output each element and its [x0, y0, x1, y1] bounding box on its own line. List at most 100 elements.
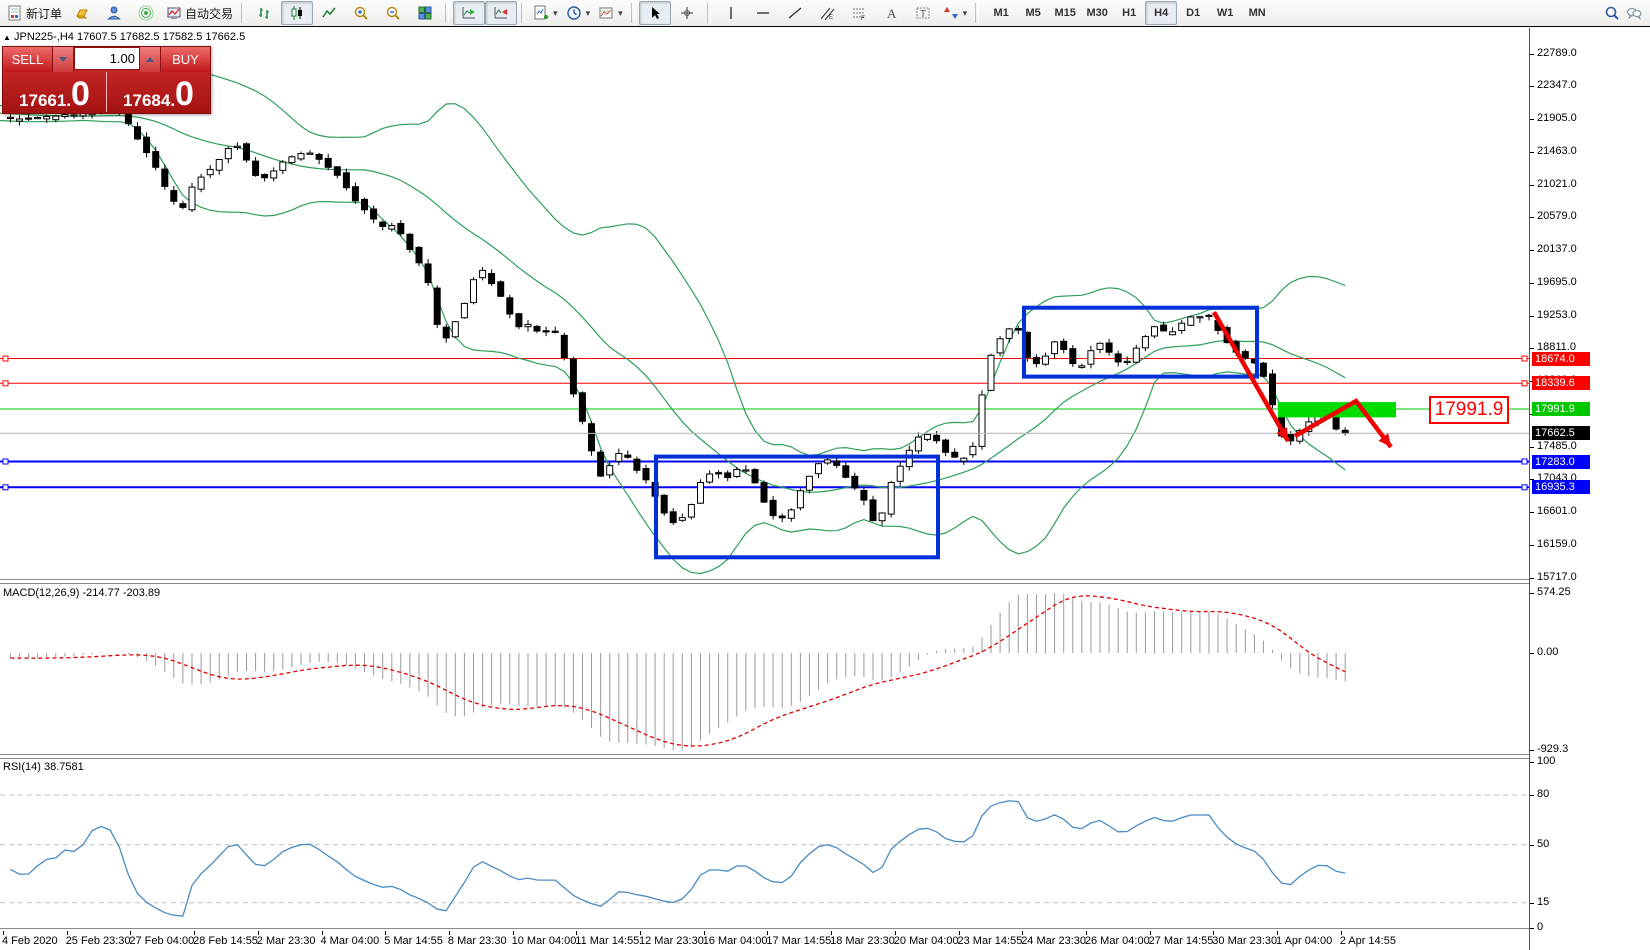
- autotrading-button[interactable]: 自动交易: [162, 1, 237, 25]
- trend-arrow-2[interactable]: [1293, 398, 1393, 449]
- trend-arrow-1[interactable]: [1212, 310, 1290, 443]
- text-label-button[interactable]: T: [907, 1, 939, 25]
- candle-body: [342, 172, 350, 189]
- chart-shift-icon: [493, 5, 509, 21]
- timeframe-mn-button[interactable]: MN: [1248, 7, 1266, 19]
- periods-button[interactable]: ▾: [562, 1, 595, 25]
- timeframe-m5-button[interactable]: M5: [1025, 7, 1041, 19]
- candle-body: [706, 473, 714, 483]
- axis-tick: [1530, 795, 1534, 797]
- new-order-button[interactable]: 新订单: [3, 1, 66, 25]
- timeframe-m15-button[interactable]: M15: [1054, 7, 1076, 19]
- price-axis[interactable]: 22789.0 22347.0 21905.0 21463.0 21021.0 20579…: [1530, 28, 1650, 950]
- candlestick-chart-button[interactable]: [281, 1, 314, 25]
- bollinger-middle-band: [0, 112, 1346, 493]
- sell-price[interactable]: 17661. 0: [3, 72, 106, 112]
- consolidation-rectangle-1[interactable]: [654, 454, 940, 560]
- chat-icon[interactable]: [1626, 5, 1642, 21]
- line-anchor[interactable]: [2, 380, 9, 387]
- trade-panel-prices: 17661. 0 17684. 0: [3, 72, 210, 112]
- clock-icon: [566, 5, 582, 21]
- text-button[interactable]: A: [875, 1, 907, 25]
- time-axis[interactable]: 4 Feb 2020 25 Feb 23:30 27 Feb 04:00 28 Feb…: [0, 931, 1529, 950]
- line-anchor[interactable]: [1521, 380, 1528, 387]
- channel-button[interactable]: E: [811, 1, 843, 25]
- horizontal-line-button[interactable]: [747, 1, 779, 25]
- sell-button[interactable]: SELL: [3, 47, 53, 72]
- timeframe-m1-button[interactable]: M1: [993, 7, 1009, 19]
- axis-price-label: 80: [1537, 788, 1550, 801]
- candle-body: [1105, 342, 1113, 353]
- candle-body: [124, 112, 132, 125]
- trendline-button[interactable]: [779, 1, 811, 25]
- tile-windows-button[interactable]: [409, 1, 441, 25]
- templates-button[interactable]: ▾: [594, 1, 627, 25]
- new-chart-button[interactable]: ▾: [529, 1, 562, 25]
- candle-body: [1141, 336, 1149, 349]
- line-anchor[interactable]: [2, 458, 9, 465]
- profile-button[interactable]: [98, 1, 130, 25]
- fibonacci-button[interactable]: F: [843, 1, 875, 25]
- vertical-line-button[interactable]: [715, 1, 747, 25]
- sell-price-main: 17661: [19, 91, 67, 110]
- candle-body: [70, 114, 78, 117]
- rsi-panel[interactable]: [0, 758, 1529, 928]
- timeframe-h1-button[interactable]: H1: [1122, 7, 1137, 19]
- candle-body: [1096, 342, 1104, 350]
- price-callout[interactable]: 17991.9: [1429, 396, 1509, 425]
- candle-body: [25, 117, 33, 120]
- timeframe-d1-button[interactable]: D1: [1186, 7, 1201, 19]
- candle-body: [460, 302, 468, 319]
- search-icon[interactable]: [1604, 5, 1620, 21]
- auto-scroll-button[interactable]: [453, 1, 486, 25]
- line-anchor[interactable]: [2, 484, 9, 491]
- candle-body: [1032, 357, 1040, 365]
- line-chart-button[interactable]: [313, 1, 345, 25]
- candle-body: [733, 469, 741, 477]
- cursor-button[interactable]: [638, 1, 671, 25]
- line-anchor[interactable]: [1521, 458, 1528, 465]
- signals-button[interactable]: [130, 1, 162, 25]
- bar-chart-button[interactable]: [249, 1, 281, 25]
- arrows-button[interactable]: ▾: [939, 1, 972, 25]
- new-order-button-label: 新订单: [26, 6, 63, 21]
- buy-button[interactable]: BUY: [161, 47, 210, 72]
- candle-body: [751, 469, 759, 484]
- volume-input[interactable]: [74, 47, 140, 70]
- trendline-icon: [787, 5, 803, 21]
- line-anchor[interactable]: [1521, 355, 1528, 362]
- volume-decrease-button[interactable]: [53, 47, 74, 72]
- timeframe-w1-button[interactable]: W1: [1216, 7, 1234, 19]
- time-label: 11 Mar 14:55: [575, 935, 640, 947]
- line-anchor[interactable]: [2, 355, 9, 362]
- axis-tick: [1530, 512, 1534, 514]
- macd-panel[interactable]: [0, 583, 1529, 754]
- consolidation-rectangle-2[interactable]: [1022, 305, 1259, 379]
- candle-body: [560, 334, 568, 358]
- buy-price[interactable]: 17684. 0: [107, 72, 210, 112]
- panel-splitter[interactable]: [0, 754, 1529, 759]
- hline-icon: [755, 5, 771, 21]
- chart-shift-button[interactable]: [485, 1, 518, 25]
- line-price-label: 16935.3: [1532, 480, 1590, 495]
- axis-tick: [1530, 348, 1534, 350]
- zoom-out-button[interactable]: [377, 1, 409, 25]
- candle-body: [61, 114, 69, 117]
- line-price-label: 17283.0: [1532, 454, 1590, 469]
- candle-body: [742, 469, 750, 472]
- candle-body: [833, 460, 841, 466]
- metaeditor-button[interactable]: [66, 1, 98, 25]
- price-chart-panel[interactable]: [0, 28, 1529, 579]
- panel-splitter[interactable]: [0, 579, 1529, 584]
- candle-body: [615, 453, 623, 462]
- axis-tick: [1530, 544, 1534, 546]
- timeframe-h4-button[interactable]: H4: [1145, 1, 1178, 25]
- collapse-arrow-icon[interactable]: ▲: [3, 33, 11, 42]
- timeframe-m30-button[interactable]: M30: [1086, 7, 1108, 19]
- crosshair-button[interactable]: [671, 1, 703, 25]
- candle-body: [642, 468, 650, 481]
- zoom-in-button[interactable]: [345, 1, 377, 25]
- template-icon: [598, 5, 614, 21]
- line-anchor[interactable]: [1521, 484, 1528, 491]
- volume-increase-button[interactable]: [140, 47, 161, 72]
